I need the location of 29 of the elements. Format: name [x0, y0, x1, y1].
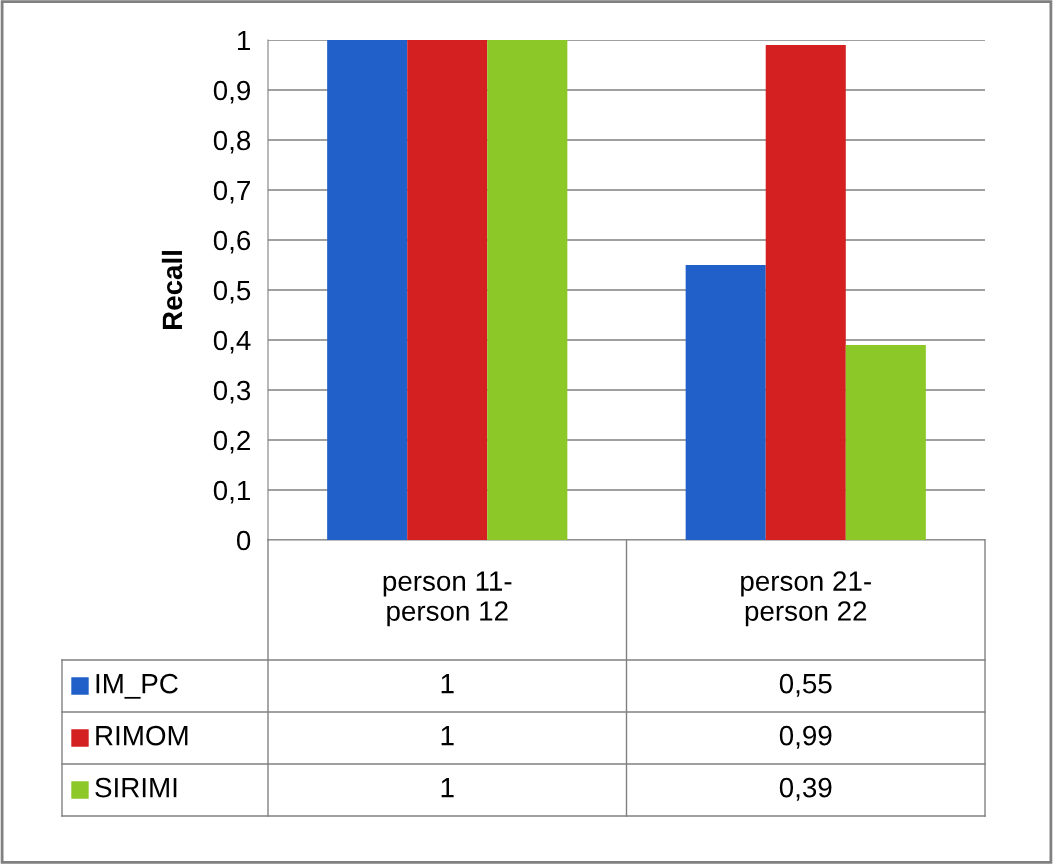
- y-tick-label: 0,5: [213, 280, 251, 304]
- data-label: 1: [441, 674, 454, 694]
- x-tick-label: person 11- person 12: [383, 571, 512, 627]
- y-tick-label: 0,1: [213, 480, 250, 504]
- legend-label: SIRIMI: [95, 777, 177, 798]
- y-tick-label: 0,9: [213, 80, 251, 104]
- y-tick-label: 0,6: [213, 230, 251, 254]
- y-tick-label: 0,7: [213, 180, 250, 204]
- y-axis-title: Recall: [161, 251, 183, 330]
- data-label: 1: [441, 778, 454, 798]
- data-label: 0,39: [779, 777, 832, 801]
- y-tick-label: 0,3: [213, 380, 251, 404]
- y-tick-label: 1: [238, 30, 250, 51]
- bar: [765, 45, 846, 540]
- legend-label: RIMOM: [96, 725, 188, 746]
- y-tick-label: 0: [236, 530, 251, 551]
- y-tick-label: 0,8: [213, 130, 251, 154]
- x-tick-label: person 21- person 22: [741, 571, 871, 627]
- bar: [685, 265, 766, 540]
- data-label: 0,99: [779, 725, 832, 749]
- bar: [487, 40, 568, 540]
- bar: [327, 40, 408, 540]
- bar: [845, 345, 926, 540]
- data-label: 0,55: [779, 673, 832, 697]
- data-label: 1: [441, 726, 454, 746]
- bar: [407, 40, 488, 540]
- y-tick-label: 0,4: [213, 330, 251, 354]
- y-tick-label: 0,2: [213, 430, 250, 454]
- legend-label: IM_PC: [96, 673, 178, 699]
